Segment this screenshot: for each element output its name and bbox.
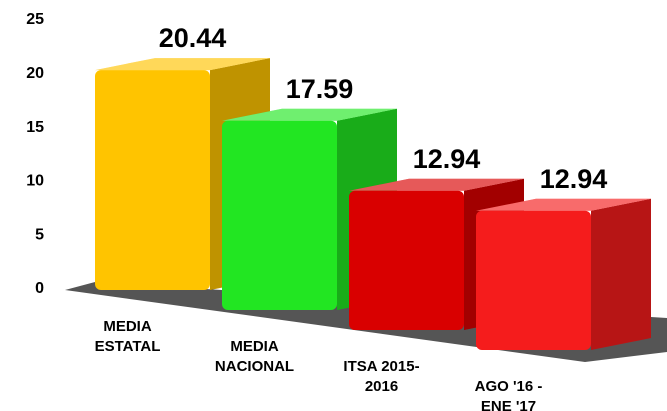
bar-top-light bbox=[476, 198, 651, 211]
x-tick-label: ITSA 2015- 2016 bbox=[343, 358, 420, 395]
value-label: 12.94 bbox=[413, 144, 481, 174]
x-tick-label: MEDIA NACIONAL bbox=[214, 338, 295, 375]
bar-front bbox=[476, 210, 591, 350]
bar-top-light bbox=[349, 178, 524, 191]
y-tick-label: 20 bbox=[26, 65, 44, 82]
bar-top-light bbox=[95, 58, 270, 71]
bar-top bbox=[222, 108, 397, 121]
y-tick-label: 0 bbox=[35, 280, 44, 297]
y-tick-label: 15 bbox=[26, 119, 44, 136]
bar-front bbox=[95, 70, 210, 290]
x-tick-label: AGO '16 - ENE '17 bbox=[474, 378, 543, 411]
y-tick-label: 10 bbox=[26, 173, 44, 190]
bar-top bbox=[349, 178, 524, 191]
y-tick-label: 25 bbox=[26, 11, 44, 28]
bar-top bbox=[476, 198, 651, 211]
x-tick-label: MEDIA ESTATAL bbox=[94, 318, 161, 355]
value-label: 20.44 bbox=[159, 23, 227, 53]
y-tick-label: 5 bbox=[35, 226, 44, 243]
bar bbox=[476, 198, 651, 350]
bar-side-shade bbox=[591, 198, 651, 350]
bar-front bbox=[349, 190, 464, 330]
value-label: 17.59 bbox=[286, 74, 354, 104]
bar-top-light bbox=[222, 108, 397, 121]
value-label: 12.94 bbox=[540, 164, 608, 194]
bar-side bbox=[591, 198, 651, 350]
bar-front bbox=[222, 120, 337, 310]
bar-top bbox=[95, 58, 270, 71]
